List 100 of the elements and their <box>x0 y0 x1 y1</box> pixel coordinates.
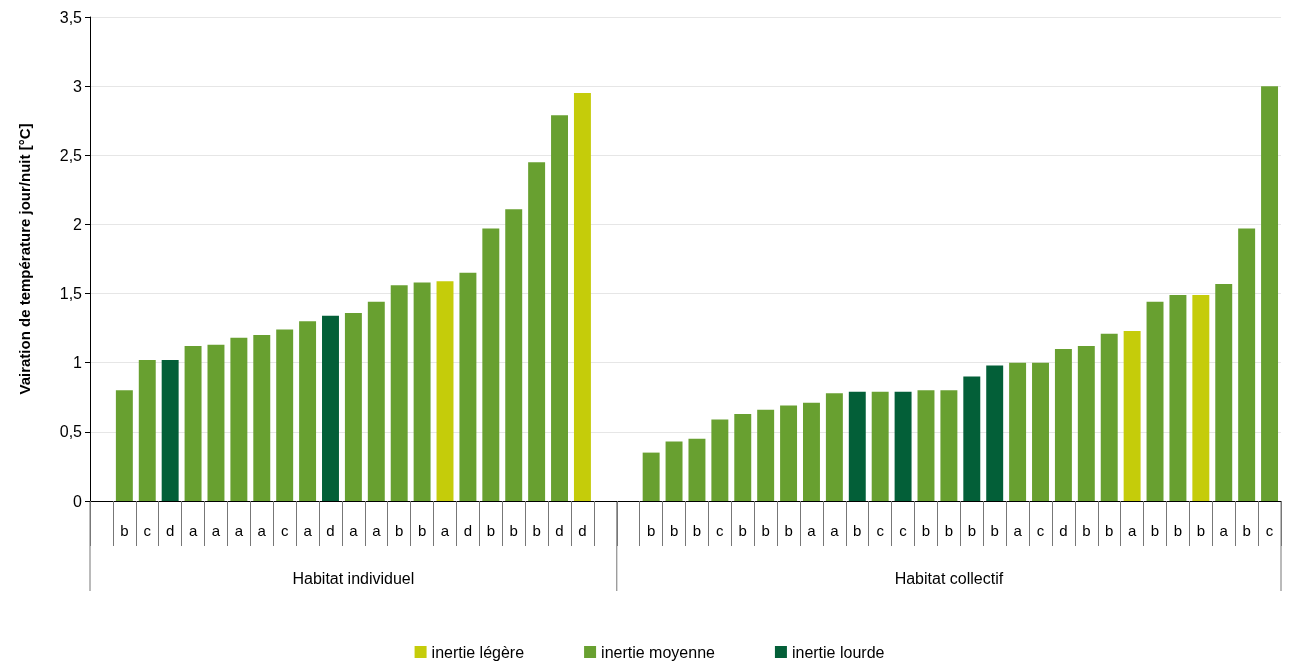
bar <box>894 391 912 501</box>
y-tick-label: 3,5 <box>59 8 83 26</box>
y-tick-label: 0,5 <box>59 423 83 441</box>
y-axis-title: Vairation de température jour/nuit [°C] <box>16 123 33 395</box>
bar <box>505 209 523 501</box>
bar <box>528 162 546 501</box>
bar <box>207 344 225 501</box>
bar <box>1169 294 1187 501</box>
legend-label: inertie moyenne <box>601 643 716 661</box>
x-tick-label: c <box>716 522 725 539</box>
bar <box>299 321 317 501</box>
text: Habitat individuel <box>292 569 415 587</box>
legend-label: inertie légère <box>431 643 525 661</box>
bar <box>986 365 1004 501</box>
x-tick-label: b <box>1173 522 1183 539</box>
x-tick-label: d <box>555 522 564 539</box>
y-tick-label: 2,5 <box>59 146 83 164</box>
bar <box>1192 294 1210 501</box>
bar <box>138 359 156 501</box>
x-tick-label: b <box>509 522 518 539</box>
y-tick-label: 1 <box>73 354 83 372</box>
x-tick-label: a <box>234 522 244 539</box>
text: Habitat collectif <box>894 569 1004 587</box>
bar <box>688 438 706 501</box>
bar <box>253 335 271 501</box>
bar <box>803 402 820 501</box>
bar <box>276 329 294 501</box>
bar <box>917 390 935 501</box>
bar <box>642 452 660 501</box>
bar <box>848 391 866 501</box>
x-tick-label: d <box>463 522 473 539</box>
x-tick-label: b <box>967 522 976 539</box>
x-tick-label: b <box>1082 522 1091 539</box>
bar <box>825 393 843 501</box>
bar <box>1054 348 1072 501</box>
x-tick-label: b <box>990 522 999 539</box>
x-tick-label: c <box>143 522 152 539</box>
bar <box>115 390 133 501</box>
x-tick-label: b <box>944 522 954 539</box>
bar <box>963 376 981 501</box>
x-tick-label: d <box>1059 522 1068 539</box>
y-tick-label: 1,5 <box>59 285 83 303</box>
x-tick-label: a <box>188 522 198 539</box>
bar <box>665 441 683 501</box>
bar <box>1215 283 1233 501</box>
bar <box>871 391 889 501</box>
bar <box>780 405 798 501</box>
y-tick-label: 2 <box>73 215 83 233</box>
bar <box>344 312 362 501</box>
x-tick-label: b <box>1242 522 1251 539</box>
bar <box>482 228 500 501</box>
x-tick-label: c <box>899 522 908 539</box>
bar <box>230 337 248 501</box>
x-tick-label: a <box>807 522 817 539</box>
x-tick-label: b <box>738 522 747 539</box>
x-tick-label: c <box>1036 522 1045 539</box>
x-tick-label: c <box>876 522 885 539</box>
bar <box>573 93 591 501</box>
bar <box>367 301 385 501</box>
bar <box>757 409 775 501</box>
x-tick-label: b <box>761 522 770 539</box>
bar <box>711 419 729 501</box>
bar <box>322 315 339 501</box>
bar <box>390 285 408 501</box>
x-tick-label: b <box>120 522 129 539</box>
x-tick-label: b <box>1150 522 1160 539</box>
legend-label: inertie lourde <box>791 643 885 661</box>
x-tick-label: d <box>326 522 335 539</box>
bar <box>940 390 958 501</box>
bar <box>1238 228 1256 501</box>
x-tick-label: b <box>532 522 541 539</box>
x-tick-label: a <box>1219 522 1229 539</box>
x-tick-label: a <box>440 522 450 539</box>
x-tick-label: b <box>853 522 862 539</box>
x-tick-label: b <box>669 522 679 539</box>
x-tick-label: c <box>280 522 289 539</box>
x-tick-label: a <box>372 522 382 539</box>
bar <box>184 346 202 501</box>
x-tick-label: b <box>1196 522 1206 539</box>
x-tick-label: b <box>1105 522 1114 539</box>
bar <box>551 115 568 501</box>
x-tick-label: a <box>349 522 359 539</box>
x-tick-label: d <box>165 522 175 539</box>
bar <box>459 272 477 501</box>
y-tick-label: 3 <box>73 77 83 95</box>
x-tick-label: a <box>1013 522 1023 539</box>
x-tick-label: a <box>211 522 221 539</box>
x-tick-label: a <box>830 522 840 539</box>
bar <box>1146 301 1164 501</box>
x-tick-label: b <box>784 522 793 539</box>
bar <box>161 359 179 501</box>
bar <box>734 413 752 501</box>
x-tick-label: a <box>303 522 313 539</box>
bar <box>436 281 454 501</box>
x-tick-label: b <box>921 522 931 539</box>
bar <box>1032 362 1049 501</box>
bar <box>1009 362 1027 501</box>
x-tick-label: b <box>395 522 404 539</box>
x-tick-label: b <box>646 522 656 539</box>
y-tick-label: 0 <box>73 492 83 510</box>
